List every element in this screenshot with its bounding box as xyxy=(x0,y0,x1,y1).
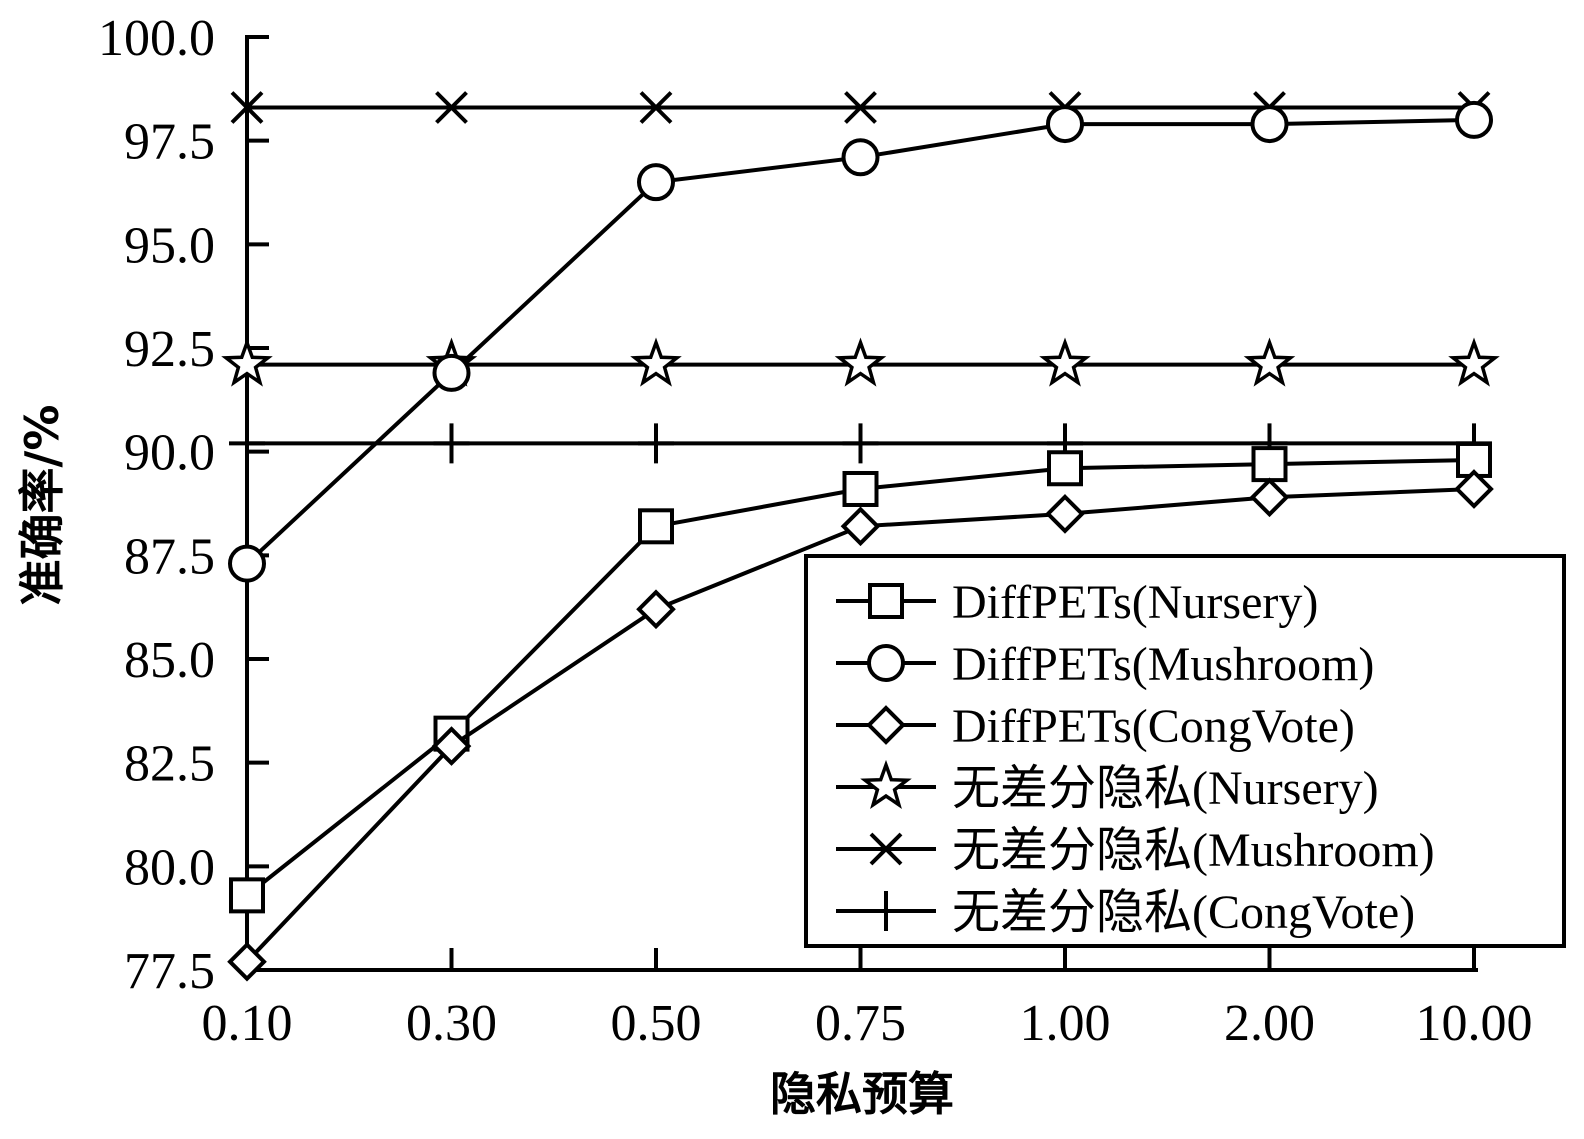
x-tick-label: 10.00 xyxy=(1416,995,1533,1052)
x-tick-label: 0.50 xyxy=(611,995,702,1052)
axes: 77.5 80.0 82.5 85.0 87.5 90.0 92.5 95.0 97.5 100.… xyxy=(98,10,1533,1052)
circle-marker xyxy=(1455,100,1493,139)
square-marker xyxy=(868,583,904,619)
legend: DiffPETs(Nursery) DiffPETs(Mushroom) DiffP… xyxy=(804,554,1566,948)
x-tick-label: 0.10 xyxy=(202,995,293,1052)
legend-item: 无差分隐私(Nursery) xyxy=(836,759,1379,815)
circle-marker xyxy=(228,544,266,583)
legend-item: 无差分隐私(CongVote) xyxy=(836,886,1415,939)
diamond-marker xyxy=(1454,469,1494,509)
square-marker xyxy=(229,877,265,914)
star-marker xyxy=(834,337,887,387)
circle-marker xyxy=(841,138,880,177)
y-tick-label: 90.0 xyxy=(124,425,215,482)
y-tick-label: 80.0 xyxy=(124,839,215,896)
legend-label: DiffPETs(Mushroom) xyxy=(952,638,1374,691)
legend-item: 无差分隐私(Mushroom) xyxy=(836,824,1435,877)
x-tick-label: 2.00 xyxy=(1224,995,1315,1052)
plus-marker xyxy=(868,891,904,931)
y-tick-label: 92.5 xyxy=(124,321,215,378)
diamond-marker xyxy=(431,726,472,766)
series-layer xyxy=(221,91,1500,982)
plus-marker xyxy=(433,423,470,464)
circle-marker xyxy=(1250,105,1289,144)
legend-label: 无差分隐私(Nursery) xyxy=(952,762,1379,815)
circle-marker xyxy=(1046,105,1084,144)
y-tick-label: 97.5 xyxy=(124,114,215,171)
x-tick-label: 1.00 xyxy=(1020,995,1111,1052)
x-marker xyxy=(844,91,877,124)
y-tick-label: 77.5 xyxy=(124,943,215,1000)
legend-label: 无差分隐私(CongVote) xyxy=(952,886,1415,939)
legend-item: DiffPETs(Nursery) xyxy=(836,576,1318,629)
star-marker xyxy=(1039,337,1091,387)
series-circle xyxy=(228,100,1493,583)
diamond-marker xyxy=(1249,477,1290,518)
star-marker xyxy=(221,337,273,387)
diamond-marker xyxy=(636,589,676,630)
legend-box xyxy=(804,554,1566,948)
legend-item: DiffPETs(CongVote) xyxy=(836,700,1355,753)
x-tick-label: 0.75 xyxy=(815,995,906,1052)
legend-item: DiffPETs(Mushroom) xyxy=(836,638,1374,691)
y-tick-label: 95.0 xyxy=(124,217,215,274)
diamond-marker xyxy=(840,506,881,547)
square-marker xyxy=(842,470,879,507)
y-tick-label: 87.5 xyxy=(124,528,215,585)
legend-label: DiffPETs(Nursery) xyxy=(952,576,1318,629)
legend-label: 无差分隐私(Mushroom) xyxy=(952,824,1435,877)
circle-marker xyxy=(637,163,675,202)
plus-marker xyxy=(638,423,674,464)
plus-marker xyxy=(229,423,265,464)
y-tick-label: 85.0 xyxy=(124,632,215,689)
y-tick-label: 82.5 xyxy=(124,736,215,793)
x-marker xyxy=(869,832,903,866)
circle-marker xyxy=(432,353,471,392)
diamond-marker xyxy=(866,705,906,745)
legend-label: DiffPETs(CongVote) xyxy=(952,700,1355,753)
plus-marker xyxy=(842,423,879,464)
square-marker xyxy=(1047,450,1083,487)
x-marker xyxy=(639,91,673,124)
star-marker xyxy=(860,759,912,809)
x-marker xyxy=(435,91,468,124)
x-marker xyxy=(230,91,264,124)
series-diamond xyxy=(227,469,1494,982)
circle-marker xyxy=(867,644,905,682)
square-marker xyxy=(1251,446,1288,483)
x-tick-label: 0.30 xyxy=(406,995,497,1052)
square-marker xyxy=(638,508,674,545)
diamond-marker xyxy=(1045,494,1085,534)
diamond-marker xyxy=(227,941,267,982)
y-tick-label: 100.0 xyxy=(98,10,215,67)
y-axis-title: 准确率/% xyxy=(15,405,69,606)
x-axis-title: 隐私预算 xyxy=(770,1067,954,1121)
star-marker xyxy=(1448,337,1500,387)
star-marker xyxy=(630,337,682,387)
star-marker xyxy=(1243,337,1296,387)
